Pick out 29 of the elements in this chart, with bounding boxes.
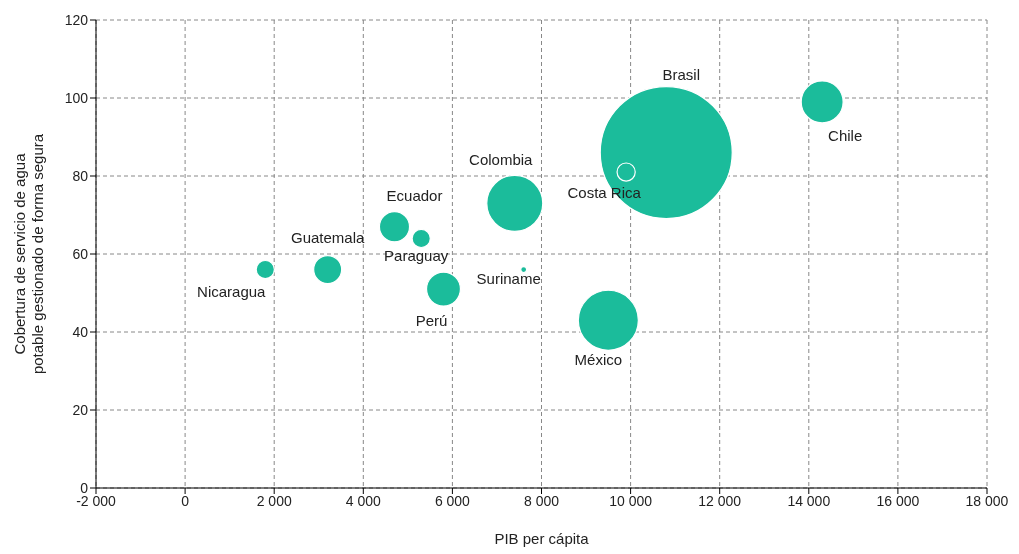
y-tick-label: 120 — [64, 11, 89, 28]
x-tick-label: 14 000 — [787, 492, 831, 509]
series-label: Nicaragua — [197, 282, 267, 300]
x-tick-label: 12 000 — [698, 492, 742, 509]
x-tick-label: 2 000 — [256, 492, 292, 509]
y-tick-label: 100 — [64, 89, 89, 106]
x-tick-label: 4 000 — [345, 492, 382, 509]
x-tick-label: 16 000 — [876, 492, 920, 509]
series-label: Suriname — [476, 269, 541, 287]
x-tick-label: 8 000 — [523, 492, 560, 509]
series-label: Paraguay — [384, 247, 449, 265]
y-tick-label: 60 — [72, 245, 89, 262]
series-label: Guatemala — [290, 228, 365, 246]
x-axis-title: PIB per cápita — [494, 530, 590, 547]
series-label: México — [574, 351, 623, 369]
x-tick-label: 0 — [181, 492, 190, 509]
series-label: Chile — [828, 126, 863, 144]
y-tick-label: 40 — [72, 323, 89, 340]
y-tick-label: 80 — [72, 167, 89, 184]
series-label: Ecuador — [386, 186, 443, 204]
x-tick-label: 18 000 — [965, 492, 1009, 509]
x-tick-label: 6 000 — [434, 492, 471, 509]
x-tick-label: 10 000 — [609, 492, 653, 509]
series-label: Perú — [415, 312, 448, 330]
series-label: Costa Rica — [567, 184, 642, 202]
series-label: Brasil — [662, 65, 700, 83]
series-label: Colombia — [469, 151, 534, 169]
y-axis-title: Cobertura de servicio de agua potable gestionado de forma segura — [11, 133, 46, 375]
y-tick-label: 20 — [72, 401, 89, 418]
